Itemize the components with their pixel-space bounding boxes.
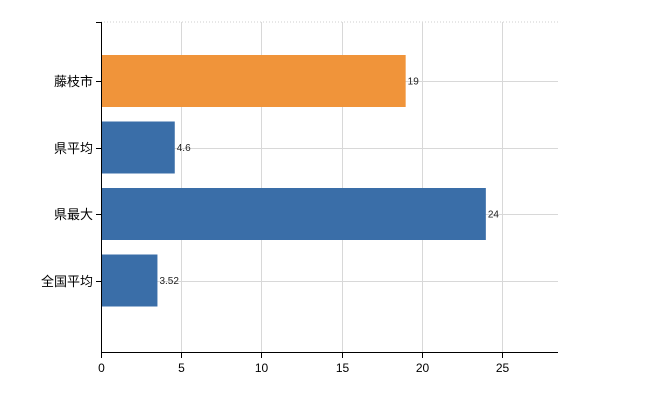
x-tick-label-2: 10 — [255, 361, 269, 375]
bar-1 — [101, 55, 406, 107]
category-label-1: 藤枝市 — [54, 74, 93, 89]
x-tick-label-3: 15 — [336, 361, 350, 375]
x-tick-label-4: 20 — [416, 361, 430, 375]
category-label-3: 県最大 — [54, 207, 93, 222]
data-label-2: 4.6 — [177, 143, 191, 154]
x-tick-label-1: 5 — [178, 361, 185, 375]
bar-layer — [101, 55, 486, 307]
category-label-2: 県平均 — [54, 141, 93, 156]
bar-2 — [101, 121, 175, 174]
data-label-3: 24 — [488, 210, 500, 221]
category-label-4: 全国平均 — [41, 274, 93, 289]
bar-3 — [101, 188, 486, 240]
data-label-4: 3.52 — [159, 276, 179, 287]
axis-layer — [96, 22, 558, 358]
bar-4 — [101, 254, 158, 307]
x-tick-label-0: 0 — [98, 361, 105, 375]
x-tick-label-5: 25 — [496, 361, 510, 375]
data-label-1: 19 — [408, 77, 420, 88]
